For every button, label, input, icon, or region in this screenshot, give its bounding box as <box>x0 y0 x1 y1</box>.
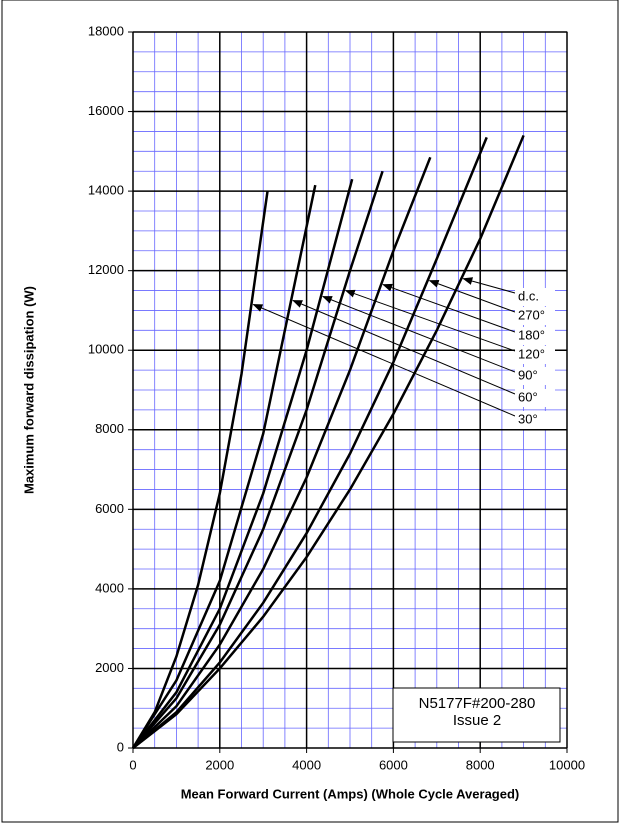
y-axis-label: Maximum forward dissipation (W) <box>21 286 36 494</box>
x-tick-label: 8000 <box>466 757 495 772</box>
annotation-arrow <box>252 304 516 417</box>
curve <box>132 170 384 749</box>
legend-label-bg <box>515 346 555 364</box>
x-tick-label: 10000 <box>549 757 585 772</box>
annotation-arrow <box>462 277 516 294</box>
y-tick-label: 14000 <box>88 183 124 198</box>
y-tick-label: 8000 <box>95 421 124 436</box>
legend-label: 60° <box>518 389 538 404</box>
x-tick-label: 4000 <box>292 757 321 772</box>
y-tick-label: 16000 <box>88 103 124 118</box>
y-tick-label: 4000 <box>95 580 124 595</box>
legend-label-bg <box>515 288 555 306</box>
annotation-text: N5177F#200-280 <box>419 695 536 712</box>
x-tick-label: 0 <box>129 757 136 772</box>
annotation-arrow <box>321 296 516 373</box>
legend-label-bg <box>515 307 555 325</box>
annotation-text: Issue 2 <box>453 712 501 729</box>
annotation-arrow <box>344 289 516 352</box>
legend-label-bg <box>515 327 555 345</box>
annotation-box <box>392 687 561 743</box>
legend-label: 180° <box>518 327 545 342</box>
x-tick-label: 2000 <box>205 757 234 772</box>
annotation-arrow <box>428 279 516 313</box>
y-tick-label: 12000 <box>88 262 124 277</box>
annotation-arrow <box>382 283 516 333</box>
y-tick-label: 2000 <box>95 660 124 675</box>
legend-label: 30° <box>518 411 538 426</box>
legend-label: 270° <box>518 307 545 322</box>
y-tick-label: 0 <box>117 739 124 754</box>
annotation-arrow <box>292 300 516 395</box>
curve <box>131 184 317 749</box>
x-axis-label: Mean Forward Current (Amps) (Whole Cycle… <box>181 786 520 801</box>
legend-label: 90° <box>518 367 538 382</box>
legend-label-bg <box>515 411 555 429</box>
curve <box>131 190 269 749</box>
legend-label: 120° <box>518 346 545 361</box>
x-tick-label: 6000 <box>379 757 408 772</box>
plot-border <box>132 31 568 749</box>
y-tick-label: 6000 <box>95 501 124 516</box>
curve <box>132 178 354 749</box>
legend-label-bg <box>515 367 555 385</box>
curve <box>132 156 432 749</box>
y-tick-label: 10000 <box>88 342 124 357</box>
legend-label-bg <box>515 389 555 407</box>
curve <box>132 134 525 749</box>
curve <box>132 136 488 749</box>
legend-label: d.c. <box>518 288 539 303</box>
y-tick-label: 18000 <box>88 23 124 38</box>
